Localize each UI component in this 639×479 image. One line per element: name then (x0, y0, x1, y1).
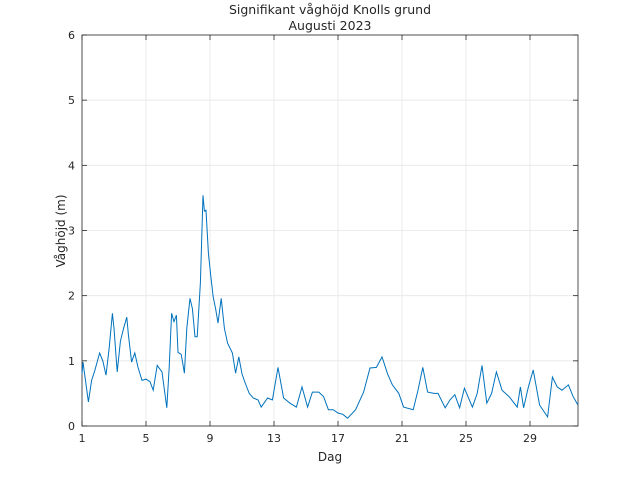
y-tick-label: 3 (68, 225, 75, 238)
x-axis-label: Dag (318, 450, 342, 464)
chart-subtitle: Augusti 2023 (288, 18, 371, 33)
series-line-vaghojd (81, 195, 579, 419)
x-tick-label: 1 (79, 432, 86, 445)
y-tick-label: 6 (68, 29, 75, 42)
x-tick-label: 5 (143, 432, 150, 445)
grid-lines (81, 34, 578, 427)
y-tick-label: 5 (68, 94, 75, 107)
y-axis-label: Våghöjd (m) (54, 194, 68, 267)
x-tick-label: 21 (395, 432, 409, 445)
x-tick-label: 29 (523, 432, 537, 445)
x-tick-label: 9 (207, 432, 214, 445)
x-tick-label: 13 (267, 432, 281, 445)
y-tick-label: 2 (68, 290, 75, 303)
x-tick-label: 25 (459, 432, 473, 445)
y-tick-label: 0 (68, 420, 75, 433)
x-tick-label: 17 (331, 432, 345, 445)
chart-title: Signifikant våghöjd Knolls grund (229, 2, 431, 17)
y-tick-label: 1 (68, 355, 75, 368)
y-tick-label: 4 (68, 159, 75, 172)
